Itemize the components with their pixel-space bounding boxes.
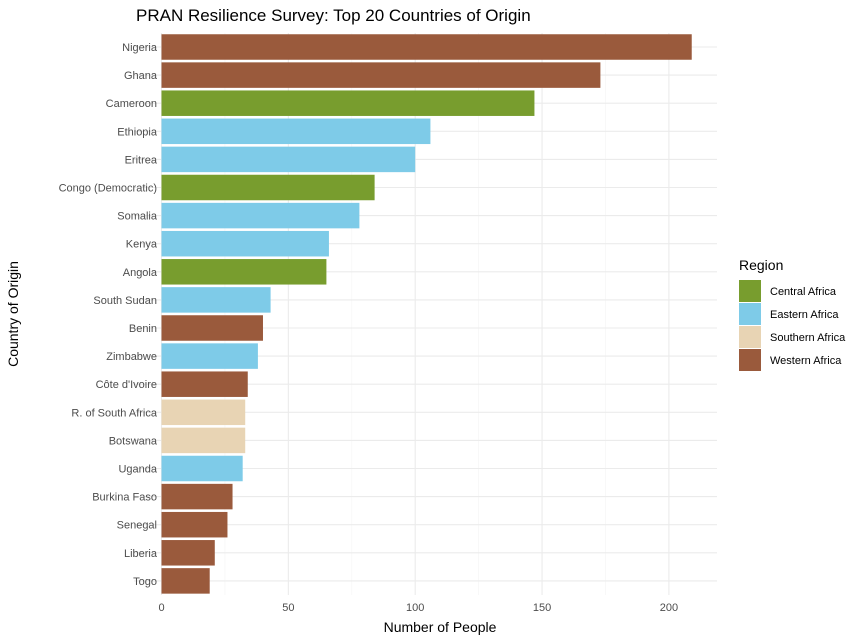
x-tick-labels: 0 50 100 150 200 [158, 602, 678, 614]
bar-togo [161, 568, 210, 594]
y-tick-label: Ethiopia [117, 126, 158, 138]
y-tick-label: Congo (Democratic) [59, 183, 157, 195]
bar-c-te-d-ivoire [161, 371, 248, 397]
y-tick-label: Eritrea [125, 154, 158, 166]
y-tick-label: Kenya [126, 239, 158, 251]
bar-r-of-south-africa [161, 399, 246, 426]
bar-congo-democratic [161, 174, 375, 201]
y-tick-label: Burkina Faso [92, 492, 157, 504]
y-tick-label: Somalia [117, 211, 158, 223]
x-axis-title: Number of People [384, 619, 497, 635]
grid [134, 33, 717, 595]
y-tick-label: Zimbabwe [106, 351, 157, 363]
bar-senegal [161, 511, 228, 538]
x-tick-label: 150 [533, 602, 551, 614]
bar-somalia [161, 202, 360, 229]
bar-nigeria [161, 34, 692, 60]
y-tick-label: Togo [133, 576, 157, 588]
bar-liberia [161, 540, 215, 566]
y-tick-label: Benin [129, 323, 157, 335]
y-tick-label: Côte d'Ivoire [96, 379, 157, 391]
legend-swatch [739, 326, 761, 348]
y-tick-label: Cameroon [106, 98, 157, 110]
bar-uganda [161, 455, 243, 482]
bar-cameroon [161, 90, 535, 116]
legend-swatch [739, 303, 761, 325]
y-tick-label: Angola [123, 267, 158, 279]
legend-swatch [739, 280, 761, 302]
bars [161, 34, 692, 594]
bar-botswana [161, 427, 246, 454]
y-tick-label: Nigeria [122, 42, 158, 54]
bar-zimbabwe [161, 343, 258, 369]
legend-swatch [739, 349, 761, 371]
y-tick-label: Liberia [124, 548, 158, 560]
legend-label: Eastern Africa [770, 309, 839, 321]
bar-benin [161, 315, 263, 341]
legend-label: Western Africa [770, 355, 842, 367]
y-tick-label: Botswana [109, 435, 158, 447]
legend-label: Southern Africa [770, 332, 846, 344]
y-tick-label: Uganda [118, 464, 157, 476]
y-tick-label: Senegal [117, 520, 157, 532]
bar-burkina-faso [161, 483, 233, 510]
legend-label: Central Africa [770, 286, 837, 298]
y-tick-label: South Sudan [93, 295, 157, 307]
x-tick-label: 50 [282, 602, 294, 614]
bar-ghana [161, 62, 601, 88]
bar-eritrea [161, 146, 416, 173]
bar-kenya [161, 230, 329, 257]
x-tick-label: 100 [406, 602, 424, 614]
y-axis-title: Country of Origin [5, 261, 21, 367]
x-tick-label: 200 [660, 602, 678, 614]
x-tick-label: 0 [158, 602, 164, 614]
y-tick-label: R. of South Africa [71, 407, 157, 419]
legend-title: Region [739, 257, 783, 273]
chart-title: PRAN Resilience Survey: Top 20 Countries… [136, 6, 531, 25]
y-tick-label: Ghana [124, 70, 158, 82]
y-tick-labels: Nigeria Ghana Cameroon Ethiopia Eritrea Congo… [59, 42, 158, 588]
legend: Region Central Africa Eastern Africa South… [739, 257, 846, 371]
bar-angola [161, 259, 327, 285]
bar-south-sudan [161, 287, 271, 313]
bar-ethiopia [161, 118, 431, 145]
